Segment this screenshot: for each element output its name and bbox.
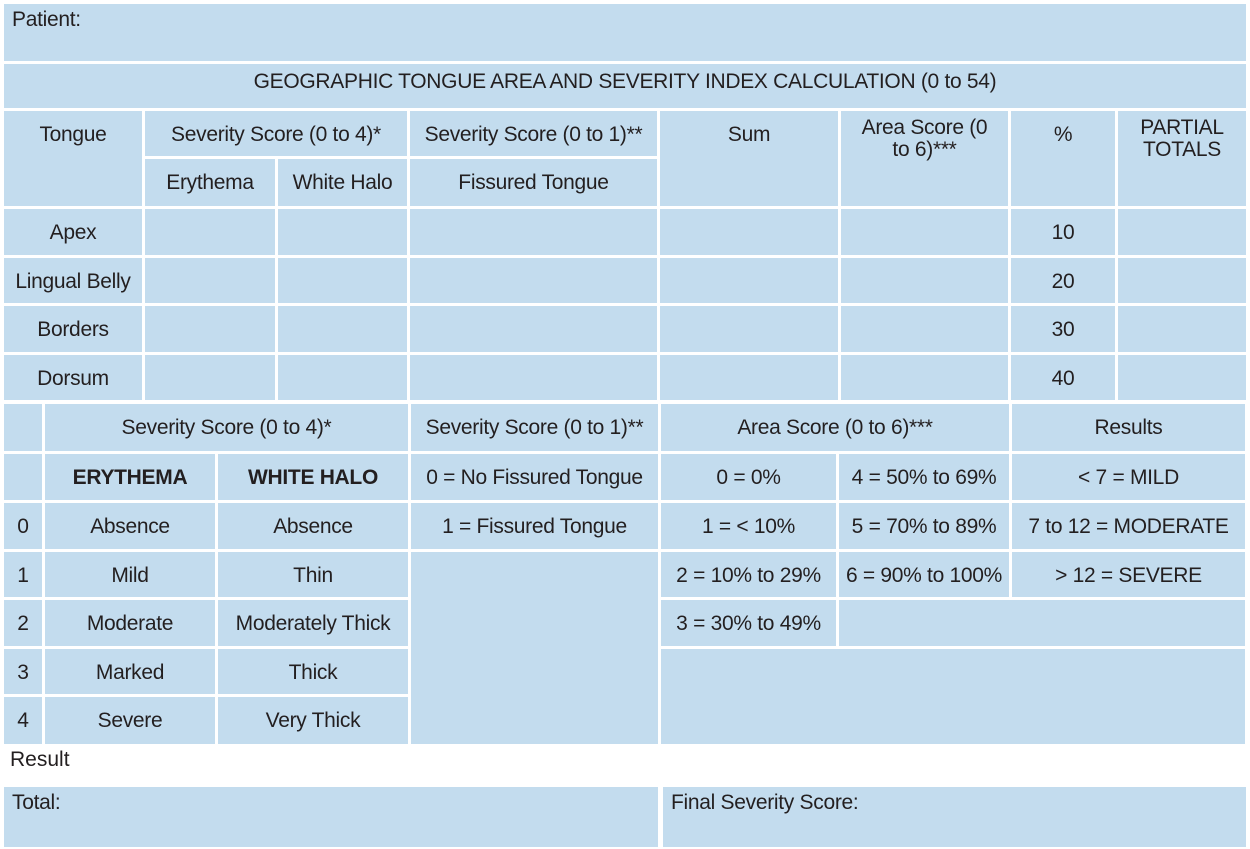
patient-field[interactable]: Patient:	[4, 4, 1246, 61]
area-legend: 2 = 10% to 29%	[661, 552, 836, 597]
fissured-legend: 1 = Fissured Tongue	[411, 503, 658, 549]
row-region-label: Apex	[4, 209, 142, 255]
area-legend: 6 = 90% to 100%	[839, 552, 1009, 597]
legend-empty	[411, 552, 658, 744]
total-field[interactable]: Total:	[4, 787, 658, 847]
white-halo-description: Moderately Thick	[218, 600, 408, 646]
final-severity-field[interactable]: Final Severity Score:	[663, 787, 1246, 847]
header-area-score: Area Score (0 to 6)***	[841, 111, 1008, 206]
legend-header-severity-0-1: Severity Score (0 to 1)**	[411, 404, 658, 451]
row-percent: 40	[1011, 355, 1115, 400]
erythema-description: Marked	[45, 649, 215, 694]
legend-empty	[839, 600, 1245, 646]
legend-header-white-halo: WHITE HALO	[218, 454, 408, 500]
area-legend: 1 = < 10%	[661, 503, 836, 549]
legend-empty	[661, 649, 1245, 744]
white-halo-description: Thick	[218, 649, 408, 694]
table-title: GEOGRAPHIC TONGUE AREA AND SEVERITY INDE…	[4, 64, 1246, 108]
row-region-label: Lingual Belly	[4, 258, 142, 303]
area-legend: 0 = 0%	[661, 454, 836, 500]
fissured-input[interactable]	[410, 355, 657, 400]
header-percent: %	[1011, 111, 1115, 206]
area-legend: 5 = 70% to 89%	[839, 503, 1009, 549]
erythema-description: Mild	[45, 552, 215, 597]
sum-input[interactable]	[660, 355, 838, 400]
legend-header-area-score: Area Score (0 to 6)***	[661, 404, 1009, 451]
legend-header-severity-0-4: Severity Score (0 to 4)*	[45, 404, 408, 451]
header-severity-0-1: Severity Score (0 to 1)**	[410, 111, 657, 156]
area-score-input[interactable]	[841, 355, 1008, 400]
white-halo-description: Thin	[218, 552, 408, 597]
fissured-input[interactable]	[410, 306, 657, 352]
header-severity-0-4: Severity Score (0 to 4)*	[145, 111, 407, 156]
area-score-input[interactable]	[841, 306, 1008, 352]
white-halo-input[interactable]	[278, 258, 407, 303]
row-percent: 10	[1011, 209, 1115, 255]
header-fissured-tongue: Fissured Tongue	[410, 159, 657, 206]
sum-input[interactable]	[660, 306, 838, 352]
erythema-description: Severe	[45, 697, 215, 744]
legend-header-results: Results	[1012, 404, 1245, 451]
sum-input[interactable]	[660, 209, 838, 255]
header-partial-totals: PARTIAL TOTALS	[1118, 111, 1246, 206]
white-halo-description: Very Thick	[218, 697, 408, 744]
area-score-input[interactable]	[841, 209, 1008, 255]
erythema-input[interactable]	[145, 306, 275, 352]
results-legend: > 12 = SEVERE	[1012, 552, 1245, 597]
fissured-legend: 0 = No Fissured Tongue	[411, 454, 658, 500]
results-legend: 7 to 12 = MODERATE	[1012, 503, 1245, 549]
header-tongue: Tongue	[4, 111, 142, 206]
erythema-description: Moderate	[45, 600, 215, 646]
erythema-input[interactable]	[145, 209, 275, 255]
legend-corner	[4, 404, 42, 451]
result-label: Result	[10, 748, 70, 771]
white-halo-input[interactable]	[278, 306, 407, 352]
erythema-description: Absence	[45, 503, 215, 549]
header-sum: Sum	[660, 111, 838, 206]
area-score-input[interactable]	[841, 258, 1008, 303]
row-percent: 20	[1011, 258, 1115, 303]
severity-score: 0	[4, 503, 42, 549]
partial-total-input[interactable]	[1118, 355, 1246, 400]
legend-corner	[4, 454, 42, 500]
fissured-input[interactable]	[410, 258, 657, 303]
severity-score: 3	[4, 649, 42, 694]
header-white-halo: White Halo	[278, 159, 407, 206]
partial-total-input[interactable]	[1118, 209, 1246, 255]
row-percent: 30	[1011, 306, 1115, 352]
sum-input[interactable]	[660, 258, 838, 303]
fissured-input[interactable]	[410, 209, 657, 255]
partial-total-input[interactable]	[1118, 258, 1246, 303]
partial-total-input[interactable]	[1118, 306, 1246, 352]
severity-score: 2	[4, 600, 42, 646]
erythema-input[interactable]	[145, 258, 275, 303]
row-region-label: Borders	[4, 306, 142, 352]
white-halo-input[interactable]	[278, 209, 407, 255]
area-legend: 3 = 30% to 49%	[661, 600, 836, 646]
white-halo-input[interactable]	[278, 355, 407, 400]
row-region-label: Dorsum	[4, 355, 142, 400]
results-legend: < 7 = MILD	[1012, 454, 1245, 500]
severity-score: 1	[4, 552, 42, 597]
legend-header-erythema: ERYTHEMA	[45, 454, 215, 500]
header-erythema: Erythema	[145, 159, 275, 206]
area-legend: 4 = 50% to 69%	[839, 454, 1009, 500]
white-halo-description: Absence	[218, 503, 408, 549]
erythema-input[interactable]	[145, 355, 275, 400]
severity-score: 4	[4, 697, 42, 744]
